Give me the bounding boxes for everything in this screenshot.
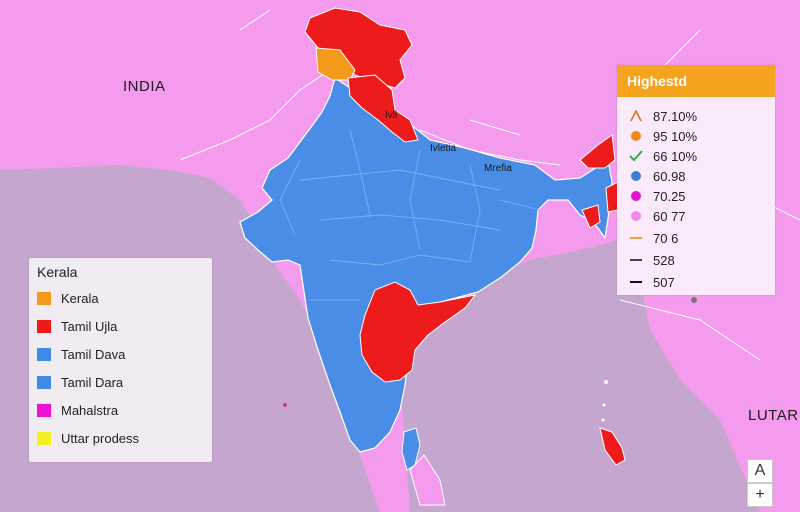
circle-icon	[629, 189, 643, 203]
highlight-region-south[interactable]	[359, 281, 477, 383]
map-point-marker	[283, 403, 287, 407]
legend-item-label: Tamil Dara	[61, 374, 124, 390]
legend-item[interactable]: 60.98	[629, 166, 686, 186]
island-pink	[409, 454, 446, 506]
legend-value: 66 10%	[653, 148, 698, 164]
legend-item[interactable]: 66 10%	[629, 146, 697, 166]
boundary-line-north	[179, 9, 800, 361]
dash-icon	[629, 275, 643, 289]
legend-value: 60 77	[653, 208, 686, 224]
circle-icon	[629, 209, 643, 223]
legend-item[interactable]: Kerala	[37, 288, 99, 308]
legend-item[interactable]: 528	[629, 250, 675, 270]
island-dot	[604, 380, 608, 384]
highlight-region-north-2[interactable]	[347, 74, 419, 143]
legend-swatch	[37, 375, 51, 389]
island-red-east[interactable]	[599, 427, 626, 466]
legend-swatch	[37, 347, 51, 361]
legend-title: Kerala	[37, 264, 78, 280]
dash-icon	[629, 253, 643, 267]
legend-swatch	[37, 431, 51, 445]
legend-value: 507	[653, 274, 675, 290]
legend-value: 70 6	[653, 230, 679, 246]
caret-up-icon	[629, 109, 643, 123]
legend-swatch	[37, 319, 51, 333]
legend-swatch	[37, 291, 51, 305]
legend-item-label: Tamil Dava	[61, 346, 126, 362]
highlight-region-northeast[interactable]	[579, 134, 616, 169]
legend-item-label: Tamil Ujla	[61, 318, 118, 334]
legend-item[interactable]: Tamil Dava	[37, 344, 125, 364]
neighbor-region-east	[400, 240, 760, 512]
circle-icon	[629, 129, 643, 143]
legend-header: Highestd	[617, 65, 775, 97]
legend-value: 60.98	[653, 168, 686, 184]
island-dot	[601, 418, 605, 422]
highlight-region-east-1[interactable]	[581, 204, 601, 229]
legend-item[interactable]: Tamil Dara	[37, 372, 123, 392]
legend-item[interactable]: 60 77	[629, 206, 686, 226]
legend-value: 528	[653, 252, 675, 268]
legend-title: Highestd	[627, 73, 687, 89]
compass-button[interactable]: A	[747, 459, 773, 483]
island-dot	[602, 403, 606, 407]
legend-item[interactable]: 70 6	[629, 228, 678, 248]
map-label-region: Mrefia	[484, 163, 512, 174]
map-label-region: Ivli	[385, 110, 398, 121]
legend-item-label: Uttar prodess	[61, 430, 140, 446]
legend-item-label: Mahalstra	[61, 402, 119, 418]
state-borders	[279, 129, 541, 301]
legend-item[interactable]: 507	[629, 272, 675, 292]
dash-icon	[629, 231, 643, 245]
legend-item[interactable]: 70.25	[629, 186, 686, 206]
legend-item[interactable]: Mahalstra	[37, 400, 118, 420]
legend-value: 70.25	[653, 188, 686, 204]
zoom-in-button[interactable]: +	[747, 483, 773, 507]
map-point-marker	[691, 297, 697, 303]
legend-value: 95 10%	[653, 128, 698, 144]
legend-swatch	[37, 403, 51, 417]
map-label-east: LUTAR	[748, 407, 799, 424]
legend-item[interactable]: Uttar prodess	[37, 428, 139, 448]
legend-values: Highestd 87.10% 95 10% 66 10% 60.98 70.2…	[617, 65, 775, 295]
legend-item[interactable]: Tamil Ujla	[37, 316, 117, 336]
legend-item-label: Kerala	[61, 290, 99, 306]
legend-item[interactable]: 95 10%	[629, 126, 697, 146]
legend-item[interactable]: 87.10%	[629, 106, 697, 126]
circle-icon	[629, 169, 643, 183]
check-icon	[629, 149, 643, 163]
map-label-country: INDIA	[123, 78, 166, 95]
legend-value: 87.10%	[653, 108, 698, 124]
map-label-region: Ivletia	[430, 143, 457, 154]
legend-states: Kerala Kerala Tamil Ujla Tamil Dava Tami…	[29, 258, 212, 462]
